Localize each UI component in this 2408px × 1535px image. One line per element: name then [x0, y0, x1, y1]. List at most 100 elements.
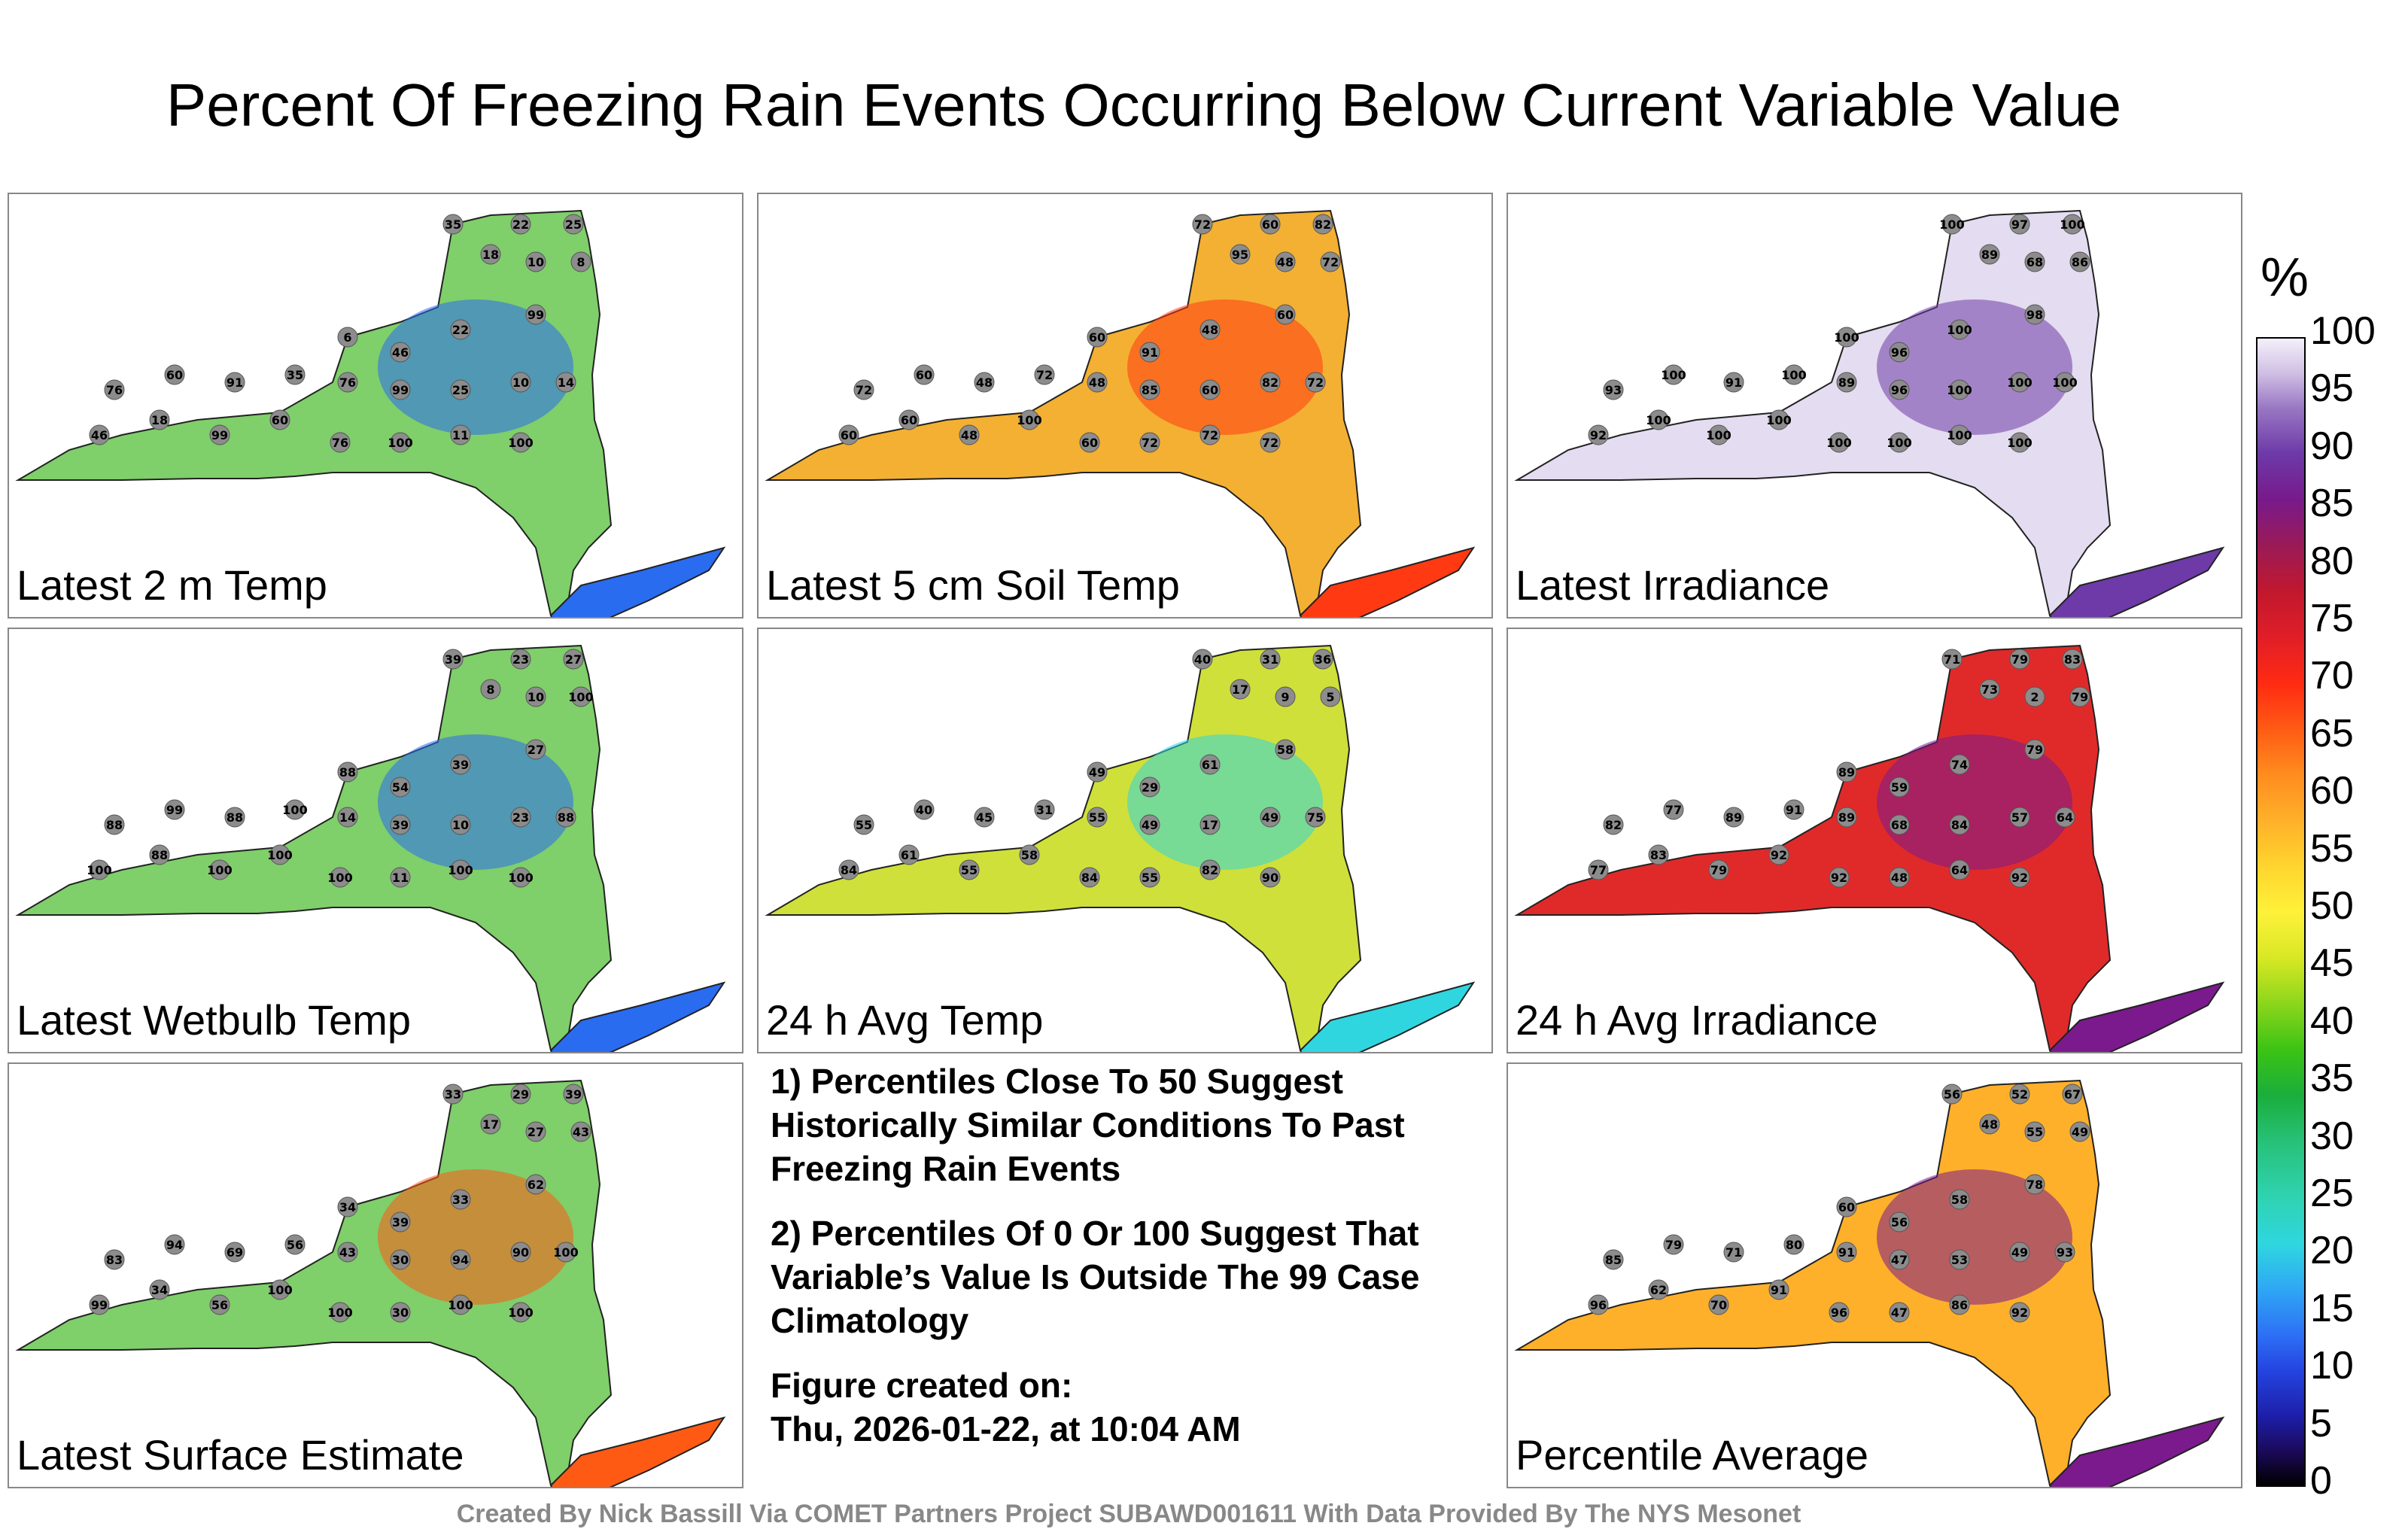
station-value: 48: [1277, 255, 1294, 269]
station-value: 52: [2011, 1087, 2028, 1102]
station-marker: [1889, 379, 1910, 400]
station-value: 100: [267, 848, 292, 862]
colorbar-tick-label: 25: [2310, 1172, 2354, 1215]
station-marker: [563, 649, 584, 670]
station-marker: [1889, 867, 1910, 888]
station-marker: [480, 244, 501, 265]
station-marker: [974, 807, 995, 828]
station-marker: [1275, 739, 1296, 760]
station-value: 100: [282, 803, 307, 817]
long-island-outline: [549, 1416, 726, 1487]
station-marker: [1230, 679, 1251, 700]
station-marker: [838, 859, 859, 880]
station-marker: [1889, 342, 1910, 363]
station-value: 100: [388, 436, 412, 450]
station-marker: [1199, 424, 1221, 445]
station-marker: [570, 1121, 591, 1142]
station-value: 92: [1590, 428, 1607, 442]
station-value: 23: [512, 810, 529, 825]
station-marker: [1087, 761, 1108, 783]
station-marker: [1019, 409, 1040, 430]
station-value: 100: [2060, 217, 2084, 232]
station-value: 90: [512, 1245, 529, 1260]
station-marker: [1949, 754, 1970, 775]
station-value: 86: [2072, 255, 2088, 269]
station-marker: [1949, 319, 1970, 340]
colorbar-unit: %: [2261, 248, 2309, 308]
station-value: 17: [1232, 682, 1248, 697]
station-value: 100: [87, 863, 111, 877]
station-marker: [337, 1196, 358, 1217]
station-value: 100: [1947, 428, 1972, 442]
station-value: 99: [392, 383, 409, 397]
station-value: 30: [392, 1306, 409, 1320]
station-value: 99: [91, 1298, 108, 1312]
panel-label: 24 h Avg Temp: [766, 996, 1044, 1044]
station-marker: [1305, 372, 1326, 393]
station-value: 96: [1891, 345, 1908, 360]
station-value: 72: [1322, 255, 1339, 269]
station-value: 71: [1944, 652, 1960, 667]
station-marker: [224, 372, 245, 393]
station-value: 69: [227, 1245, 243, 1260]
station-value: 100: [1766, 413, 1791, 427]
station-value: 89: [1838, 765, 1855, 780]
station-value: 96: [1590, 1298, 1607, 1312]
station-marker: [914, 799, 935, 820]
station-value: 83: [106, 1253, 123, 1267]
station-marker: [164, 1234, 185, 1255]
station-value: 96: [1891, 383, 1908, 397]
station-value: 100: [508, 1306, 533, 1320]
station-value: 60: [916, 368, 932, 382]
value-field-blob: [1127, 299, 1323, 435]
station-marker: [149, 1279, 170, 1300]
station-value: 34: [339, 1200, 356, 1214]
state-map: 40 31 36 17 9 5 49 29 61 58 55 40 45 31 55 49 17 49 75 84 61…: [765, 644, 1476, 1052]
station-value: 99: [166, 803, 183, 817]
value-field-blob: [1877, 734, 2072, 870]
colorbar-tick-label: 10: [2310, 1344, 2354, 1388]
station-value: 25: [452, 383, 469, 397]
station-value: 91: [1142, 345, 1158, 360]
station-marker: [525, 1174, 546, 1195]
station-marker: [1139, 342, 1160, 363]
station-marker: [510, 867, 531, 888]
station-marker: [1603, 379, 1624, 400]
station-marker: [164, 364, 185, 385]
station-marker: [330, 867, 351, 888]
station-marker: [510, 432, 531, 453]
station-value: 62: [528, 1178, 544, 1192]
station-marker: [555, 807, 576, 828]
station-marker: [1783, 799, 1804, 820]
station-value: 56: [211, 1298, 228, 1312]
station-value: 54: [392, 780, 409, 795]
station-value: 61: [901, 848, 917, 862]
station-value: 49: [1262, 810, 1278, 825]
station-marker: [1034, 364, 1055, 385]
colorbar-tick-label: 55: [2310, 826, 2354, 871]
station-value: 83: [2064, 652, 2081, 667]
station-marker: [510, 1084, 531, 1105]
value-field-blob: [378, 1169, 573, 1305]
station-value: 48: [961, 428, 977, 442]
station-value: 92: [2011, 871, 2028, 885]
value-field-blob: [378, 734, 573, 870]
station-value: 55: [961, 863, 977, 877]
station-value: 100: [1826, 436, 1851, 450]
station-value: 9: [1281, 690, 1289, 704]
station-marker: [480, 1114, 501, 1135]
station-value: 11: [392, 871, 409, 885]
station-marker: [284, 799, 306, 820]
long-island-outline: [2048, 981, 2225, 1052]
station-marker: [1648, 409, 1669, 430]
station-marker: [1663, 799, 1684, 820]
station-marker: [1949, 1189, 1970, 1210]
station-marker: [898, 409, 920, 430]
station-value: 39: [565, 1087, 582, 1102]
station-value: 59: [1891, 780, 1908, 795]
state-map: 100 97 100 89 68 86 100 96 100 98 93 100 91 100 89 96 10…: [1514, 209, 2225, 617]
station-value: 100: [327, 1306, 352, 1320]
station-marker: [337, 1242, 358, 1263]
station-value: 91: [1771, 1283, 1787, 1297]
station-value: 100: [267, 1283, 292, 1297]
